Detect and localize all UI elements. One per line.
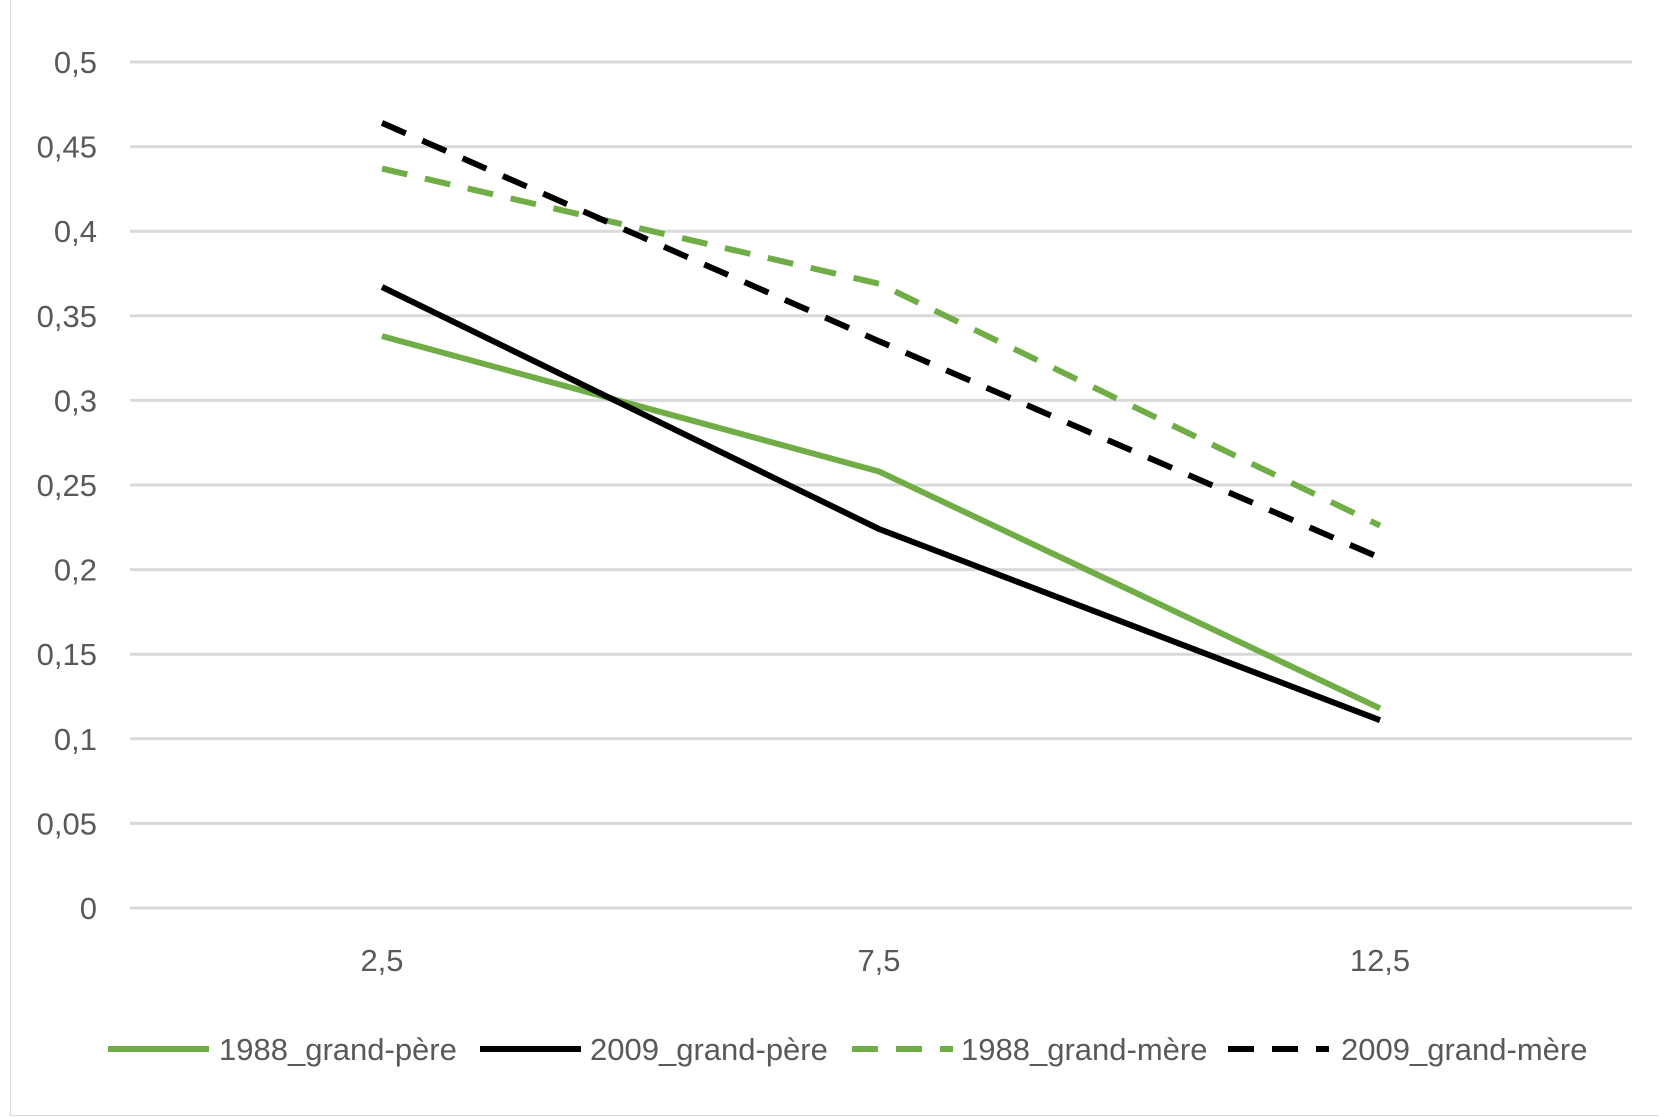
y-tick-label: 0,35 xyxy=(37,299,97,334)
y-tick-label: 0,5 xyxy=(54,45,97,80)
series-line-1 xyxy=(381,333,1382,712)
chart-frame xyxy=(10,0,1658,1116)
legend-label-1: 1988_grand-père xyxy=(219,1032,457,1067)
legend-label-3: 1988_grand-mère xyxy=(961,1032,1207,1067)
x-tick-label: 2,5 xyxy=(360,943,403,978)
y-tick-label: 0,45 xyxy=(37,130,97,165)
y-tick-label: 0,05 xyxy=(37,806,97,841)
series-line-2 xyxy=(380,284,1382,724)
y-tick-label: 0,25 xyxy=(37,468,97,503)
series-line-4 xyxy=(380,120,1382,561)
series-line-3 xyxy=(381,165,1382,529)
y-tick-label: 0,4 xyxy=(54,214,97,249)
y-axis-tick-labels: 0 0,05 0,1 0,15 0,2 0,25 0,3 0,35 0,4 0,45 0,5 xyxy=(37,45,97,926)
series-lines xyxy=(380,120,1382,724)
x-tick-label: 12,5 xyxy=(1350,943,1410,978)
y-tick-label: 0,2 xyxy=(54,553,97,588)
legend: 1988_grand-père 2009_grand-père 1988_grand… xyxy=(108,1032,1587,1067)
y-tick-label: 0,3 xyxy=(54,383,97,418)
y-tick-label: 0 xyxy=(80,891,97,926)
gridlines xyxy=(130,60,1632,910)
legend-label-4: 2009_grand-mère xyxy=(1341,1032,1587,1067)
y-tick-label: 0,15 xyxy=(37,637,97,672)
x-tick-label: 7,5 xyxy=(857,943,900,978)
legend-label-2: 2009_grand-père xyxy=(590,1032,828,1067)
y-tick-label: 0,1 xyxy=(54,722,97,757)
x-axis-tick-labels: 2,5 7,5 12,5 xyxy=(360,943,1410,978)
